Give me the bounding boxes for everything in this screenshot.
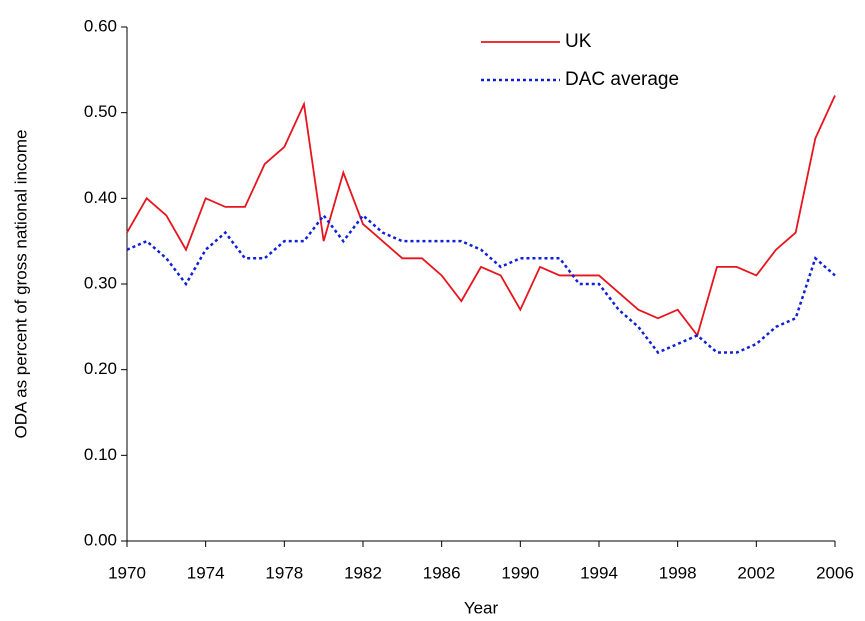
y-tick-label: 0.50 xyxy=(84,102,117,121)
y-tick-label: 0.30 xyxy=(84,273,117,292)
x-axis-label: Year xyxy=(464,598,499,617)
legend-label: UK xyxy=(565,31,592,52)
y-tick-label: 0.20 xyxy=(84,359,117,378)
x-tick-label: 2002 xyxy=(737,563,775,582)
x-tick-label: 1998 xyxy=(659,563,697,582)
y-tick-label: 0.40 xyxy=(84,188,117,207)
x-tick-label: 1994 xyxy=(580,563,618,582)
legend-label: DAC average xyxy=(565,69,679,90)
y-tick-label: 0.60 xyxy=(84,16,117,35)
x-tick-label: 1990 xyxy=(501,563,539,582)
series-line xyxy=(126,95,836,338)
x-tick-label: 1978 xyxy=(265,563,303,582)
x-tick-label: 1970 xyxy=(108,563,146,582)
x-tick-label: 1982 xyxy=(344,563,382,582)
x-tick-label: 1986 xyxy=(423,563,461,582)
x-tick-label: 1974 xyxy=(187,563,225,582)
y-tick-label: 0.10 xyxy=(84,445,117,464)
x-tick-label: 2006 xyxy=(816,563,854,582)
y-axis-label: ODA as percent of gross national income xyxy=(11,130,30,439)
series-line xyxy=(126,213,836,355)
y-tick-label: 0.00 xyxy=(84,530,117,549)
